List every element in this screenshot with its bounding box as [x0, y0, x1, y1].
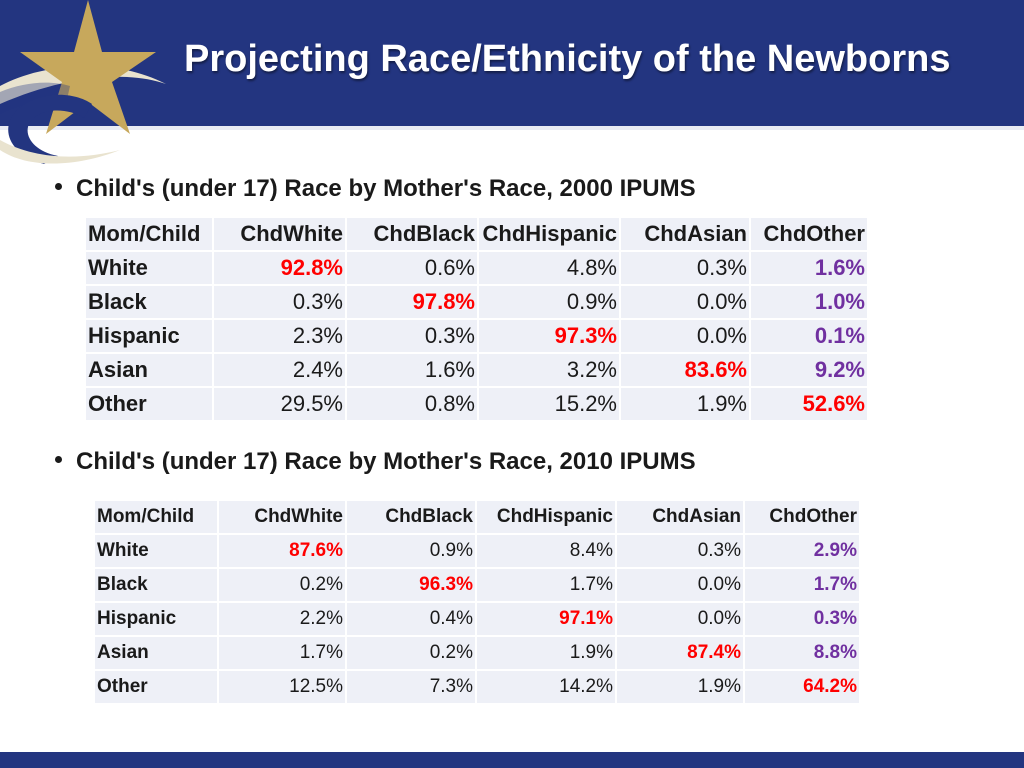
value-cell: 7.3%	[347, 671, 475, 703]
value-cell: 87.4%	[617, 637, 743, 669]
table-row: Black 0.3% 97.8% 0.9% 0.0% 1.0%	[86, 286, 867, 318]
header-cell: ChdAsian	[617, 501, 743, 533]
bullet-2000: Child's (under 17) Race by Mother's Race…	[55, 175, 696, 203]
table-header-row: Mom/Child ChdWhite ChdBlack ChdHispanic …	[86, 218, 867, 250]
header-cell: Mom/Child	[86, 218, 212, 250]
value-cell: 83.6%	[621, 354, 749, 386]
table-header-row: Mom/Child ChdWhite ChdBlack ChdHispanic …	[95, 501, 859, 533]
table-row: Asian 2.4% 1.6% 3.2% 83.6% 9.2%	[86, 354, 867, 386]
value-cell: 0.0%	[621, 320, 749, 352]
row-label: White	[95, 535, 217, 567]
value-cell: 4.8%	[479, 252, 619, 284]
row-label: Black	[95, 569, 217, 601]
value-cell: 0.2%	[347, 637, 475, 669]
value-cell: 1.9%	[621, 388, 749, 420]
header-cell: ChdAsian	[621, 218, 749, 250]
row-label: White	[86, 252, 212, 284]
footer-bar	[0, 752, 1024, 768]
value-cell: 0.0%	[617, 569, 743, 601]
value-cell: 97.3%	[479, 320, 619, 352]
value-cell: 87.6%	[219, 535, 345, 567]
row-label: Other	[86, 388, 212, 420]
value-cell: 8.4%	[477, 535, 615, 567]
value-cell: 0.2%	[219, 569, 345, 601]
header-cell: ChdBlack	[347, 218, 477, 250]
value-cell: 1.9%	[617, 671, 743, 703]
row-label: Asian	[95, 637, 217, 669]
value-cell: 8.8%	[745, 637, 859, 669]
value-cell: 2.2%	[219, 603, 345, 635]
bullet-2000-text: Child's (under 17) Race by Mother's Race…	[76, 175, 696, 202]
value-cell: 2.4%	[214, 354, 345, 386]
bullet-2010: Child's (under 17) Race by Mother's Race…	[55, 448, 696, 476]
value-cell: 1.7%	[477, 569, 615, 601]
value-cell: 2.9%	[745, 535, 859, 567]
value-cell: 0.3%	[347, 320, 477, 352]
value-cell: 52.6%	[751, 388, 867, 420]
value-cell: 0.3%	[214, 286, 345, 318]
table-row: Hispanic 2.2% 0.4% 97.1% 0.0% 0.3%	[95, 603, 859, 635]
value-cell: 92.8%	[214, 252, 345, 284]
value-cell: 0.6%	[347, 252, 477, 284]
value-cell: 96.3%	[347, 569, 475, 601]
row-label: Asian	[86, 354, 212, 386]
table-row: Asian 1.7% 0.2% 1.9% 87.4% 8.8%	[95, 637, 859, 669]
value-cell: 9.2%	[751, 354, 867, 386]
header-cell: ChdHispanic	[477, 501, 615, 533]
header-cell: ChdOther	[745, 501, 859, 533]
row-label: Hispanic	[86, 320, 212, 352]
value-cell: 1.6%	[751, 252, 867, 284]
value-cell: 14.2%	[477, 671, 615, 703]
table-row: White 92.8% 0.6% 4.8% 0.3% 1.6%	[86, 252, 867, 284]
table-2010: Mom/Child ChdWhite ChdBlack ChdHispanic …	[93, 499, 861, 705]
table-row: Black 0.2% 96.3% 1.7% 0.0% 1.7%	[95, 569, 859, 601]
header-cell: ChdOther	[751, 218, 867, 250]
value-cell: 3.2%	[479, 354, 619, 386]
value-cell: 29.5%	[214, 388, 345, 420]
row-label: Black	[86, 286, 212, 318]
bullet-dot-icon	[55, 456, 62, 464]
value-cell: 1.7%	[745, 569, 859, 601]
value-cell: 1.7%	[219, 637, 345, 669]
slide-title: Projecting Race/Ethnicity of the Newborn…	[184, 38, 951, 80]
value-cell: 0.3%	[745, 603, 859, 635]
header-cell: Mom/Child	[95, 501, 217, 533]
header-divider	[0, 126, 1024, 130]
value-cell: 15.2%	[479, 388, 619, 420]
value-cell: 1.0%	[751, 286, 867, 318]
value-cell: 64.2%	[745, 671, 859, 703]
table-row: Hispanic 2.3% 0.3% 97.3% 0.0% 0.1%	[86, 320, 867, 352]
header-cell: ChdWhite	[219, 501, 345, 533]
header-banner	[0, 0, 1024, 126]
table-row: Other 12.5% 7.3% 14.2% 1.9% 64.2%	[95, 671, 859, 703]
value-cell: 0.3%	[621, 252, 749, 284]
value-cell: 0.8%	[347, 388, 477, 420]
value-cell: 0.3%	[617, 535, 743, 567]
header-cell: ChdBlack	[347, 501, 475, 533]
value-cell: 0.9%	[479, 286, 619, 318]
header-cell: ChdWhite	[214, 218, 345, 250]
value-cell: 1.9%	[477, 637, 615, 669]
table-row: Other 29.5% 0.8% 15.2% 1.9% 52.6%	[86, 388, 867, 420]
value-cell: 0.9%	[347, 535, 475, 567]
value-cell: 97.8%	[347, 286, 477, 318]
value-cell: 0.0%	[617, 603, 743, 635]
star-logo-icon	[0, 0, 166, 164]
value-cell: 97.1%	[477, 603, 615, 635]
value-cell: 0.0%	[621, 286, 749, 318]
value-cell: 0.1%	[751, 320, 867, 352]
table-2000: Mom/Child ChdWhite ChdBlack ChdHispanic …	[84, 216, 869, 422]
bullet-2010-text: Child's (under 17) Race by Mother's Race…	[76, 448, 696, 475]
value-cell: 1.6%	[347, 354, 477, 386]
value-cell: 0.4%	[347, 603, 475, 635]
table-row: White 87.6% 0.9% 8.4% 0.3% 2.9%	[95, 535, 859, 567]
value-cell: 12.5%	[219, 671, 345, 703]
value-cell: 2.3%	[214, 320, 345, 352]
row-label: Other	[95, 671, 217, 703]
header-cell: ChdHispanic	[479, 218, 619, 250]
bullet-dot-icon	[55, 183, 62, 191]
row-label: Hispanic	[95, 603, 217, 635]
